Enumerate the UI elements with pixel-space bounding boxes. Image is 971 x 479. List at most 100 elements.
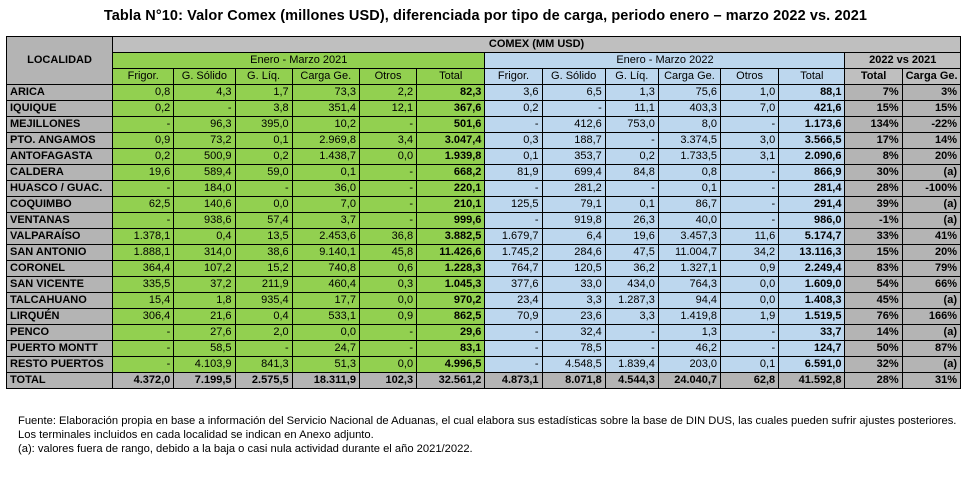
value-cell: - bbox=[358, 164, 418, 181]
value-cell: 1.378,1 bbox=[112, 228, 175, 245]
value-cell: 1.287,3 bbox=[604, 292, 659, 309]
value-cell: - bbox=[484, 180, 543, 197]
value-cell: 59,0 bbox=[234, 164, 293, 181]
value-cell: - bbox=[358, 324, 418, 341]
col-header: Frigor. bbox=[112, 68, 175, 85]
value-cell: 1,3 bbox=[657, 324, 722, 341]
table-row: VENTANAS -938,6 57,4 3,7-999,6-919,8 26,3 40,… bbox=[5, 212, 962, 229]
value-cell: 28% bbox=[844, 180, 903, 197]
value-cell: 6,4 bbox=[541, 228, 606, 245]
value-cell: - bbox=[112, 116, 175, 133]
value-cell: (a) bbox=[901, 324, 962, 341]
localidad-cell: VENTANAS bbox=[5, 212, 114, 229]
value-cell: 19,6 bbox=[604, 228, 659, 245]
table-row: MEJILLONES -96,3 395,0 10,2-501,6-412,6 753,… bbox=[5, 116, 962, 133]
value-cell: (a) bbox=[901, 356, 962, 373]
value-cell: 28% bbox=[844, 372, 903, 389]
value-cell: 501,6 bbox=[416, 116, 486, 133]
value-cell: 284,6 bbox=[541, 244, 606, 261]
value-cell: 2.969,8 bbox=[291, 132, 360, 149]
table-row: TALCAHUANO 15,4 1,8 935,4 17,7 0,0 970,2 23,4 3,… bbox=[5, 292, 962, 309]
localidad-cell: SAN ANTONIO bbox=[5, 244, 114, 261]
localidad-cell: ANTOFAGASTA bbox=[5, 148, 114, 165]
value-cell: 51,3 bbox=[291, 356, 360, 373]
localidad-cell: IQUIQUE bbox=[5, 100, 114, 117]
value-cell: 73,2 bbox=[173, 132, 236, 149]
localidad-cell: ARICA bbox=[5, 84, 114, 101]
value-cell: 1.839,4 bbox=[604, 356, 659, 373]
value-cell: - bbox=[720, 164, 780, 181]
value-cell: 668,2 bbox=[416, 164, 486, 181]
value-cell: 36,2 bbox=[604, 260, 659, 277]
value-cell: 79% bbox=[901, 260, 962, 277]
table-row: SAN ANTONIO 1.888,1 314,0 38,6 9.140,1 45,8 11… bbox=[5, 244, 962, 261]
total-row: TOTAL 4.372,0 7.199,5 2.575,5 18.311,9 102,3 3… bbox=[5, 372, 962, 389]
value-cell: 21,6 bbox=[173, 308, 236, 325]
value-cell: 3,4 bbox=[358, 132, 418, 149]
value-cell: 38,6 bbox=[234, 244, 293, 261]
value-cell: 5.174,7 bbox=[778, 228, 846, 245]
value-cell: 75,6 bbox=[657, 84, 722, 101]
footnotes: Fuente: Elaboración propia en base a inf… bbox=[18, 414, 958, 456]
value-cell: 220,1 bbox=[416, 180, 486, 197]
value-cell: 0,2 bbox=[484, 100, 543, 117]
value-cell: 421,6 bbox=[778, 100, 846, 117]
value-cell: 18.311,9 bbox=[291, 372, 360, 389]
value-cell: 78,5 bbox=[541, 340, 606, 357]
value-cell: 3.882,5 bbox=[416, 228, 486, 245]
value-cell: 281,4 bbox=[778, 180, 846, 197]
value-cell: 17,7 bbox=[291, 292, 360, 309]
value-cell: 0,9 bbox=[112, 132, 175, 149]
value-cell: 1,7 bbox=[234, 84, 293, 101]
value-cell: 1,0 bbox=[720, 84, 780, 101]
table-row: CORONEL 364,4 107,2 15,2 740,8 0,6 1.228,3 764,… bbox=[5, 260, 962, 277]
col-header: G. Sólido bbox=[541, 68, 606, 85]
value-cell: 4.372,0 bbox=[112, 372, 175, 389]
value-cell: - bbox=[112, 356, 175, 373]
value-cell: 1.519,5 bbox=[778, 308, 846, 325]
col-header: G. Líq. bbox=[234, 68, 293, 85]
value-cell: 36,8 bbox=[358, 228, 418, 245]
value-cell: 1.419,8 bbox=[657, 308, 722, 325]
value-cell: 0,2 bbox=[604, 148, 659, 165]
table-row: PTO. ANGAMOS 0,9 73,2 0,1 2.969,8 3,4 3.047,4 0… bbox=[5, 132, 962, 149]
value-cell: - bbox=[720, 212, 780, 229]
value-cell: 4.548,5 bbox=[541, 356, 606, 373]
value-cell: 3.457,3 bbox=[657, 228, 722, 245]
value-cell: 395,0 bbox=[234, 116, 293, 133]
value-cell: - bbox=[604, 324, 659, 341]
value-cell: 3,7 bbox=[291, 212, 360, 229]
value-cell: 13.116,3 bbox=[778, 244, 846, 261]
value-cell: 23,6 bbox=[541, 308, 606, 325]
value-cell: (a) bbox=[901, 292, 962, 309]
value-cell: 460,4 bbox=[291, 276, 360, 293]
value-cell: 29,6 bbox=[416, 324, 486, 341]
value-cell: 45% bbox=[844, 292, 903, 309]
value-cell: 0,6 bbox=[358, 260, 418, 277]
value-cell: 3.374,5 bbox=[657, 132, 722, 149]
localidad-cell: TOTAL bbox=[5, 372, 114, 389]
value-cell: 7.199,5 bbox=[173, 372, 236, 389]
table-row: VALPARAÍSO 1.378,1 0,4 13,5 2.453,6 36,8 3.882… bbox=[5, 228, 962, 245]
value-cell: 0,8 bbox=[112, 84, 175, 101]
value-cell: 3,8 bbox=[234, 100, 293, 117]
value-cell: 866,9 bbox=[778, 164, 846, 181]
col-header: G. Líq. bbox=[604, 68, 659, 85]
value-cell: - bbox=[604, 340, 659, 357]
value-cell: 314,0 bbox=[173, 244, 236, 261]
value-cell: 27,6 bbox=[173, 324, 236, 341]
value-cell: 211,9 bbox=[234, 276, 293, 293]
value-cell: 57,4 bbox=[234, 212, 293, 229]
table-row: RESTO PUERTOS -4.103,9 841,3 51,3 0,0 4.996,5… bbox=[5, 356, 962, 373]
value-cell: 10,2 bbox=[291, 116, 360, 133]
value-cell: 82,3 bbox=[416, 84, 486, 101]
table-title: Tabla N°10: Valor Comex (millones USD), … bbox=[103, 8, 868, 24]
value-cell: 3,3 bbox=[604, 308, 659, 325]
value-cell: 83,1 bbox=[416, 340, 486, 357]
value-cell: 0,3 bbox=[358, 276, 418, 293]
value-cell: 0,9 bbox=[720, 260, 780, 277]
value-cell: 30% bbox=[844, 164, 903, 181]
value-cell: 367,6 bbox=[416, 100, 486, 117]
value-cell: - bbox=[112, 180, 175, 197]
value-cell: 41.592,8 bbox=[778, 372, 846, 389]
